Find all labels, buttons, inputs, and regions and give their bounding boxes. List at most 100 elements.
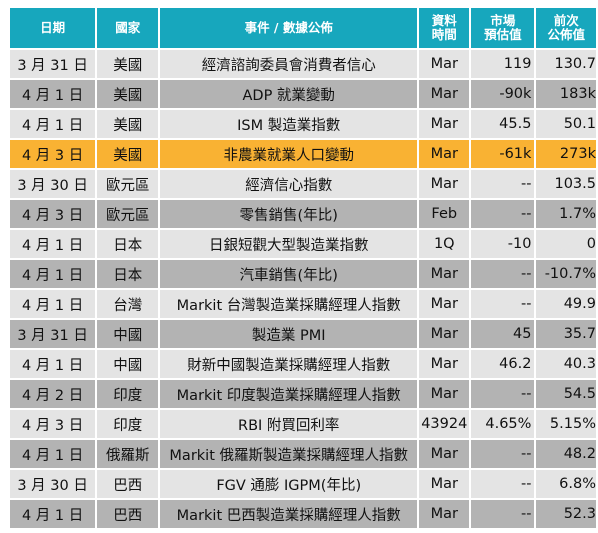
- economic-calendar-table: 日期 國家 事件 / 數據公佈 資料 時間 市場 預估值 前次 公佈值 3 月 31 …: [8, 6, 598, 530]
- cell-period: Mar: [419, 440, 470, 468]
- cell-previous: 130.7: [536, 50, 596, 78]
- cell-previous: -10.7%: [536, 260, 596, 288]
- table-row: 4 月 1 日美國 ISM 製造業指數 Mar 45.5 50.1: [10, 110, 596, 138]
- cell-event: 製造業 PMI: [160, 320, 418, 348]
- header-country: 國家: [97, 8, 159, 48]
- cell-forecast: 4.65%: [471, 410, 535, 438]
- cell-event: 非農業就業人口變動: [160, 140, 418, 168]
- table-row: 4 月 1 日美國 ADP 就業變動 Mar -90k 183k: [10, 80, 596, 108]
- cell-date: 4 月 1 日: [10, 110, 96, 138]
- cell-country: 日本: [97, 260, 159, 288]
- table-row: 3 月 30 日巴西 FGV 通膨 IGPM(年比) Mar -- 6.8%: [10, 470, 596, 498]
- header-forecast-line2: 預估值: [484, 27, 522, 42]
- header-previous-line2: 公佈值: [547, 27, 585, 42]
- cell-previous: 50.1: [536, 110, 596, 138]
- cell-event: 汽車銷售(年比): [160, 260, 418, 288]
- cell-previous: 5.15%: [536, 410, 596, 438]
- cell-date: 4 月 1 日: [10, 350, 96, 378]
- header-period-line2: 時間: [431, 27, 457, 42]
- cell-period: Mar: [419, 260, 470, 288]
- header-forecast-line1: 市場: [490, 13, 516, 28]
- table-row: 3 月 30 日歐元區 經濟信心指數 Mar -- 103.5: [10, 170, 596, 198]
- cell-forecast: 45: [471, 320, 535, 348]
- header-period: 資料 時間: [419, 8, 470, 48]
- cell-previous: 103.5: [536, 170, 596, 198]
- cell-forecast: --: [471, 200, 535, 228]
- cell-period: Mar: [419, 170, 470, 198]
- cell-date: 4 月 3 日: [10, 410, 96, 438]
- cell-forecast: --: [471, 470, 535, 498]
- cell-date: 4 月 2 日: [10, 380, 96, 408]
- table-row: 3 月 31 日中國 製造業 PMI Mar 45 35.7: [10, 320, 596, 348]
- cell-forecast: -10: [471, 230, 535, 258]
- header-date: 日期: [10, 8, 96, 48]
- cell-forecast: 45.5: [471, 110, 535, 138]
- cell-date: 4 月 1 日: [10, 290, 96, 318]
- header-forecast: 市場 預估值: [471, 8, 535, 48]
- cell-date: 3 月 30 日: [10, 170, 96, 198]
- cell-date: 4 月 1 日: [10, 230, 96, 258]
- cell-event: 財新中國製造業採購經理人指數: [160, 350, 418, 378]
- cell-country: 日本: [97, 230, 159, 258]
- table-row: 4 月 1 日台灣 Markit 台灣製造業採購經理人指數 Mar -- 49.9: [10, 290, 596, 318]
- cell-date: 4 月 3 日: [10, 140, 96, 168]
- cell-event: 經濟諮詢委員會消費者信心: [160, 50, 418, 78]
- header-previous: 前次 公佈值: [536, 8, 596, 48]
- cell-event: Markit 印度製造業採購經理人指數: [160, 380, 418, 408]
- cell-period: Mar: [419, 380, 470, 408]
- cell-previous: 35.7: [536, 320, 596, 348]
- table-row: 4 月 3 日歐元區 零售銷售(年比) Feb -- 1.7%: [10, 200, 596, 228]
- cell-country: 美國: [97, 140, 159, 168]
- cell-previous: 6.8%: [536, 470, 596, 498]
- cell-period: Mar: [419, 50, 470, 78]
- cell-period: Mar: [419, 110, 470, 138]
- cell-event: Markit 俄羅斯製造業採購經理人指數: [160, 440, 418, 468]
- table-row: 4 月 1 日日本 汽車銷售(年比) Mar -- -10.7%: [10, 260, 596, 288]
- cell-forecast: -90k: [471, 80, 535, 108]
- cell-forecast: --: [471, 260, 535, 288]
- cell-forecast: 119: [471, 50, 535, 78]
- cell-period: Mar: [419, 290, 470, 318]
- cell-country: 美國: [97, 50, 159, 78]
- cell-event: Markit 巴西製造業採購經理人指數: [160, 500, 418, 528]
- table-row: 4 月 1 日巴西 Markit 巴西製造業採購經理人指數 Mar -- 52.3: [10, 500, 596, 528]
- cell-date: 3 月 30 日: [10, 470, 96, 498]
- cell-country: 中國: [97, 350, 159, 378]
- cell-previous: 183k: [536, 80, 596, 108]
- cell-previous: 52.3: [536, 500, 596, 528]
- cell-country: 中國: [97, 320, 159, 348]
- table-row: 3 月 31 日美國 經濟諮詢委員會消費者信心 Mar 119 130.7: [10, 50, 596, 78]
- cell-period: Mar: [419, 140, 470, 168]
- cell-forecast: --: [471, 170, 535, 198]
- cell-event: 零售銷售(年比): [160, 200, 418, 228]
- header-period-line1: 資料: [431, 13, 457, 28]
- cell-event: ADP 就業變動: [160, 80, 418, 108]
- table-row: 4 月 3 日印度 RBI 附買回利率 43924 4.65% 5.15%: [10, 410, 596, 438]
- cell-country: 美國: [97, 80, 159, 108]
- cell-period: Mar: [419, 500, 470, 528]
- cell-country: 印度: [97, 380, 159, 408]
- cell-period: Mar: [419, 470, 470, 498]
- table-row: 4 月 1 日中國 財新中國製造業採購經理人指數 Mar 46.2 40.3: [10, 350, 596, 378]
- cell-date: 4 月 3 日: [10, 200, 96, 228]
- cell-date: 4 月 1 日: [10, 80, 96, 108]
- table-row: 4 月 2 日印度 Markit 印度製造業採購經理人指數 Mar -- 54.5: [10, 380, 596, 408]
- cell-forecast: --: [471, 440, 535, 468]
- cell-previous: 273k: [536, 140, 596, 168]
- cell-period: Mar: [419, 320, 470, 348]
- cell-forecast: --: [471, 500, 535, 528]
- table-row: 4 月 1 日日本 日銀短觀大型製造業指數 1Q -10 0: [10, 230, 596, 258]
- cell-country: 歐元區: [97, 200, 159, 228]
- cell-previous: 0: [536, 230, 596, 258]
- cell-previous: 48.2: [536, 440, 596, 468]
- table-row: 4 月 1 日俄羅斯 Markit 俄羅斯製造業採購經理人指數 Mar -- 48.2: [10, 440, 596, 468]
- cell-forecast: --: [471, 290, 535, 318]
- cell-country: 台灣: [97, 290, 159, 318]
- header-previous-line1: 前次: [553, 13, 579, 28]
- cell-country: 美國: [97, 110, 159, 138]
- cell-date: 3 月 31 日: [10, 50, 96, 78]
- cell-country: 巴西: [97, 500, 159, 528]
- cell-country: 歐元區: [97, 170, 159, 198]
- table-header-row: 日期 國家 事件 / 數據公佈 資料 時間 市場 預估值 前次 公佈值: [10, 8, 596, 48]
- table-body: 3 月 31 日美國 經濟諮詢委員會消費者信心 Mar 119 130.7 4 月 1 日…: [10, 50, 596, 528]
